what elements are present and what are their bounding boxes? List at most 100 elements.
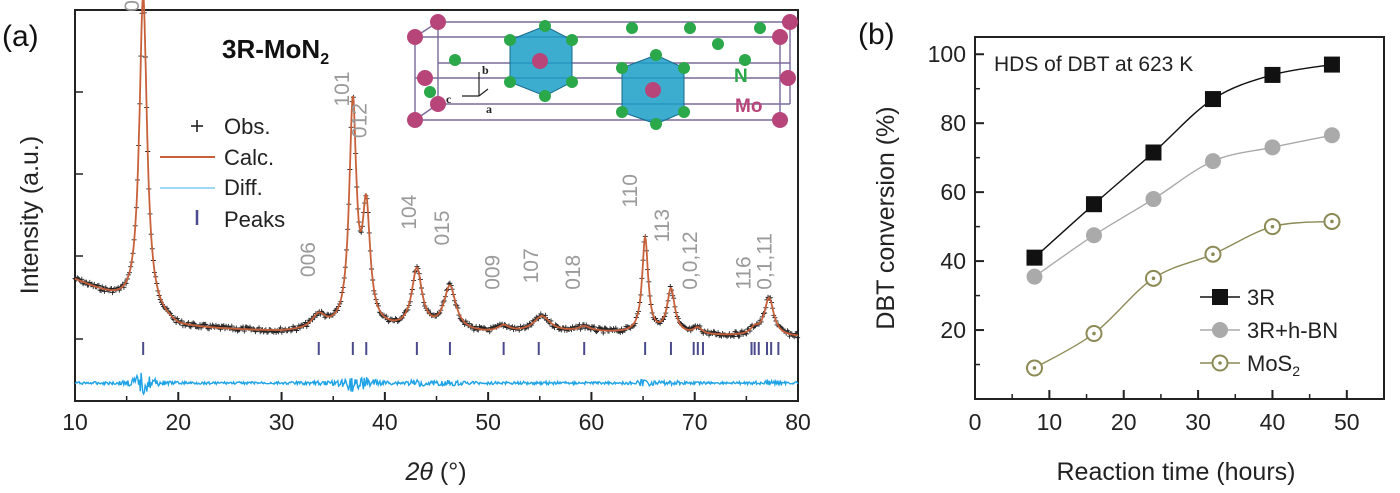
hkl-label: 107 (520, 248, 543, 283)
y-tick-label: 80 (940, 110, 966, 136)
n-atoms (424, 20, 766, 130)
data-point-circle (1026, 268, 1043, 285)
legend-label-main: 3R+h-BN (1247, 318, 1338, 343)
diff-curve (74, 372, 799, 396)
data-point-dot (1330, 219, 1334, 224)
panel-b: (b) HDS of DBT at 623 K 0 10 20 30 40 50 20 40 6… (858, 18, 1385, 486)
data-point-dot (1270, 224, 1275, 229)
hkl-label: 0,1,11 (753, 233, 776, 290)
panel-b-y-label: DBT conversion (%) (872, 106, 900, 329)
x-tick-label: 80 (785, 409, 811, 435)
panel-a-x-axis: 10 20 30 40 50 60 70 80 (62, 392, 811, 435)
bragg-tick-group (142, 342, 780, 355)
series-line (1034, 134, 1333, 278)
x-tick-label: 10 (1037, 409, 1063, 435)
hkl-label: 101 (331, 71, 354, 106)
legend-label-main: 3R (1247, 285, 1275, 310)
phase-title: 3R-MoN2 (222, 34, 329, 68)
data-point-dot (1211, 252, 1215, 256)
data-point-circle (1145, 191, 1162, 208)
panel-a-label: (a) (2, 20, 39, 53)
legend-diff-label: Diff. (224, 175, 263, 200)
data-point-square (1145, 144, 1162, 161)
panel-a-legend: Obs. Calc. Diff. Peaks (160, 114, 285, 232)
hkl-label: 0,0,12 (679, 231, 702, 289)
data-point-dot (1032, 366, 1037, 370)
series-line (1034, 63, 1333, 259)
hkl-label: 104 (398, 194, 421, 229)
hkl-label: 018 (562, 255, 585, 290)
diff-curve-group (74, 372, 799, 396)
x-tick-label: 20 (165, 409, 191, 435)
degree-unit: (°) (433, 458, 467, 486)
unit-cell-frame (414, 21, 791, 121)
x-tick-label: 0 (969, 409, 982, 435)
y-tick-label: 40 (940, 248, 966, 274)
panel-a-y-label: Intensity (a.u.) (16, 136, 44, 294)
calc-curve (74, 0, 799, 337)
legend-label: 3R (1247, 285, 1275, 310)
panel-a-x-label: 2θ (°) (404, 458, 466, 486)
hkl-label: 116 (733, 256, 756, 289)
panel-b-series (1025, 56, 1341, 377)
hkl-label: 015 (431, 210, 454, 245)
panel-a: (a) 0031010120061040150091070181101130,0… (2, 0, 811, 486)
data-point-square (1212, 289, 1228, 305)
panel-b-frame (974, 36, 1385, 400)
data-point-circle (1085, 227, 1102, 244)
hkl-label: 110 (619, 174, 642, 207)
hkl-label: 003 (121, 0, 144, 12)
x-tick-label: 50 (1334, 409, 1360, 435)
legend-label-main: MoS (1247, 351, 1292, 376)
data-point-square (1264, 66, 1281, 83)
data-point-square (1026, 249, 1043, 266)
hkl-label: 012 (348, 103, 371, 138)
panel-b-axes: 0 10 20 30 40 50 20 40 60 80 100 (928, 41, 1360, 435)
data-point-dot (1218, 361, 1222, 365)
x-tick-label: 30 (269, 409, 295, 435)
data-point-circle (1212, 322, 1228, 338)
calc-curve-group (74, 0, 799, 337)
axis-c-label: c (446, 92, 452, 106)
hkl-label: 113 (651, 209, 674, 242)
phase-title-sub: 2 (320, 51, 329, 68)
n-atom-label: N (734, 66, 748, 87)
x-tick-label: 70 (682, 409, 708, 435)
panel-b-label: (b) (858, 18, 895, 51)
phase-title-main: 3R-MoN (222, 34, 320, 64)
crystal-structure-inset: b c a N Mo (407, 14, 798, 130)
legend-label: MoS2 (1247, 351, 1300, 379)
data-point-circle (1323, 127, 1340, 144)
panel-b-legend: 3R 3R+h-BN MoS2 (1200, 285, 1338, 379)
legend-label: 3R+h-BN (1247, 318, 1338, 343)
data-point-square (1085, 196, 1102, 213)
legend-obs-marker (191, 120, 203, 132)
data-point-dot (1092, 331, 1096, 336)
y-tick-label: 20 (940, 317, 966, 343)
x-tick-label: 40 (1260, 409, 1286, 435)
hkl-label: 009 (482, 255, 505, 290)
legend-calc-label: Calc. (224, 145, 274, 170)
data-point-square (1204, 91, 1221, 108)
axis-b-label: b (482, 63, 489, 77)
mo-atom-label: Mo (735, 96, 762, 117)
data-point-circle (1204, 153, 1221, 170)
data-point-square (1323, 56, 1340, 73)
x-tick-label: 10 (62, 409, 88, 435)
two-theta-symbol: 2θ (404, 458, 433, 486)
legend-label-sub: 2 (1292, 363, 1300, 379)
series-line (1034, 220, 1332, 369)
x-tick-label: 40 (372, 409, 398, 435)
hkl-label: 006 (297, 242, 320, 277)
data-point-circle (1264, 139, 1281, 156)
panel-b-x-label: Reaction time (hours) (1057, 458, 1296, 486)
y-tick-label: 60 (940, 179, 966, 205)
x-tick-label: 30 (1185, 409, 1211, 435)
panel-a-y-ticks (75, 91, 83, 340)
axis-a-label: a (486, 102, 492, 116)
legend-peaks-label: Peaks (224, 207, 285, 232)
legend-obs-label: Obs. (224, 114, 270, 139)
x-tick-label: 20 (1111, 409, 1137, 435)
